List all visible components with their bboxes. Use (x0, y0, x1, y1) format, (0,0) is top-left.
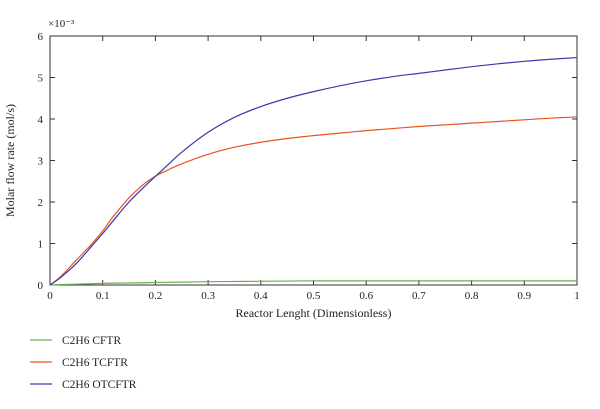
y-tick-label: 6 (38, 31, 44, 43)
x-tick-label: 0.4 (254, 290, 268, 302)
series-line-3 (49, 56, 578, 286)
y-tick-label: 2 (38, 197, 44, 209)
axes: 0 0.1 0.2 0.3 0.4 0.5 0.6 0.7 0.8 0.9 1 0 1 2 3 4 5 6 (38, 31, 580, 302)
x-tick-label: 0.8 (465, 290, 479, 302)
plot-frame (49, 35, 578, 286)
y-tick-label: 4 (38, 114, 44, 126)
series-line-2 (49, 116, 578, 286)
x-tick-label: 0.6 (359, 290, 373, 302)
x-tick-label: 0.1 (96, 290, 110, 302)
legend-label: C2H6 OTCFTR (62, 379, 137, 391)
x-tick-label: 0.3 (201, 290, 215, 302)
legend-label: C2H6 TCFTR (62, 357, 128, 369)
y-tick-label: 3 (38, 156, 44, 168)
legend: C2H6 CFTR C2H6 TCFTR C2H6 OTCFTR (30, 335, 137, 391)
y-axis-title: Molar flow rate (mol/s) (3, 104, 17, 217)
x-tick-label: 0.7 (412, 290, 426, 302)
x-tick-label: 0 (47, 290, 53, 302)
series-line-1 (49, 280, 577, 286)
y-tick-label: 0 (38, 280, 44, 292)
x-tick-label: 0.9 (517, 290, 531, 302)
x-tick-label: 0.5 (307, 290, 321, 302)
x-axis-title: Reactor Lenght (Dimensionless) (236, 306, 392, 320)
x-tick-label: 0.2 (149, 290, 163, 302)
y-multiplier-label: ×10⁻³ (48, 18, 75, 30)
y-tick-label: 1 (38, 239, 44, 251)
series-lines (49, 56, 578, 286)
legend-label: C2H6 CFTR (62, 335, 121, 347)
y-tick-label: 5 (38, 73, 44, 85)
x-tick-label: 1 (574, 290, 580, 302)
